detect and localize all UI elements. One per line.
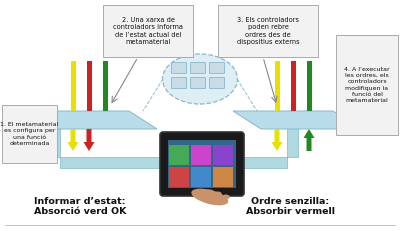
Polygon shape bbox=[304, 129, 314, 151]
Bar bbox=[191, 167, 211, 187]
Polygon shape bbox=[272, 129, 282, 151]
Bar bbox=[191, 145, 211, 165]
FancyBboxPatch shape bbox=[160, 132, 244, 196]
Text: Ordre senzilla:
Absorbir vermell: Ordre senzilla: Absorbir vermell bbox=[246, 197, 334, 216]
FancyBboxPatch shape bbox=[210, 63, 224, 73]
Ellipse shape bbox=[206, 189, 214, 195]
Bar bbox=[70, 61, 76, 111]
Bar bbox=[213, 167, 233, 187]
Text: 3. Els controladors
poden rebre
ordres des de
dispositius externs: 3. Els controladors poden rebre ordres d… bbox=[237, 17, 299, 45]
FancyBboxPatch shape bbox=[2, 105, 57, 163]
Bar bbox=[102, 61, 108, 111]
Polygon shape bbox=[50, 129, 175, 170]
Text: 2. Una xarxa de
controladors informa
de l’estat actual del
metamaterial: 2. Una xarxa de controladors informa de … bbox=[113, 17, 183, 45]
FancyBboxPatch shape bbox=[172, 77, 186, 88]
Bar bbox=[169, 167, 189, 187]
Text: 4. A l’executar
les ordres, els
controladors
modifiquen la
funció del
metamateri: 4. A l’executar les ordres, els controla… bbox=[344, 67, 390, 103]
Bar bbox=[168, 140, 236, 188]
Bar bbox=[306, 61, 312, 111]
FancyBboxPatch shape bbox=[210, 77, 224, 88]
FancyBboxPatch shape bbox=[190, 77, 206, 88]
Polygon shape bbox=[225, 118, 300, 168]
FancyBboxPatch shape bbox=[190, 63, 206, 73]
Bar bbox=[169, 145, 189, 165]
FancyBboxPatch shape bbox=[103, 5, 193, 57]
Polygon shape bbox=[233, 111, 361, 129]
Text: Informar d’estat:
Absorció verd OK: Informar d’estat: Absorció verd OK bbox=[34, 197, 126, 216]
Polygon shape bbox=[68, 129, 78, 151]
Bar bbox=[86, 61, 92, 111]
FancyBboxPatch shape bbox=[172, 63, 186, 73]
Ellipse shape bbox=[162, 54, 238, 104]
Polygon shape bbox=[29, 111, 157, 129]
Ellipse shape bbox=[198, 191, 206, 197]
Polygon shape bbox=[84, 129, 94, 151]
FancyBboxPatch shape bbox=[218, 5, 318, 57]
Ellipse shape bbox=[191, 189, 228, 205]
Bar bbox=[213, 145, 233, 165]
Ellipse shape bbox=[214, 191, 222, 197]
Ellipse shape bbox=[222, 195, 230, 200]
Bar bbox=[290, 61, 296, 111]
Text: 1. El metamaterial
es configura per
una funció
determinada: 1. El metamaterial es configura per una … bbox=[0, 122, 59, 146]
Bar bbox=[274, 61, 280, 111]
FancyBboxPatch shape bbox=[336, 35, 398, 135]
